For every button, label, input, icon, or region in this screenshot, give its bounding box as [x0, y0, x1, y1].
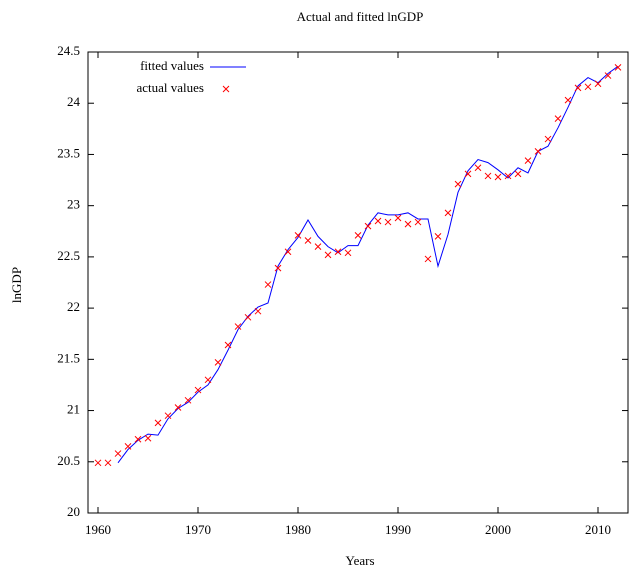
plot-frame [87, 51, 629, 514]
y-tick-label: 23.5 [57, 145, 80, 160]
actual-point [244, 313, 252, 321]
actual-point [124, 443, 132, 450]
actual-point [454, 180, 462, 188]
actual-point [564, 96, 572, 104]
x-tick-label: 2000 [485, 522, 511, 537]
actual-point [544, 135, 552, 143]
x-tick-label: 1990 [385, 522, 411, 537]
actual-point [614, 64, 622, 71]
actual-point [174, 404, 182, 411]
actual-point [604, 72, 612, 79]
actual-point [594, 80, 602, 88]
actual-point [474, 164, 482, 172]
x-tick-label: 1970 [185, 522, 211, 537]
actual-point [194, 386, 202, 394]
actual-point [164, 412, 172, 420]
x-axis-label: Years [345, 553, 374, 568]
actual-point [384, 218, 392, 226]
actual-point [554, 115, 562, 122]
y-axis-label: lnGDP [9, 267, 24, 303]
actual-point [334, 248, 342, 256]
actual-point [304, 237, 312, 244]
actual-point [264, 281, 272, 288]
y-tick-label: 23 [67, 197, 80, 212]
actual-point [184, 396, 192, 404]
actual-point [524, 157, 532, 164]
y-tick-label: 22 [67, 299, 80, 314]
actual-point [104, 459, 112, 467]
actual-point [494, 173, 502, 181]
actual-point [534, 148, 542, 155]
fitted-line [117, 65, 619, 464]
actual-point [254, 307, 262, 315]
actual-point [574, 84, 582, 92]
actual-point [114, 450, 122, 457]
actual-point [414, 218, 422, 226]
actual-point [284, 248, 292, 256]
legend-marker [222, 85, 230, 93]
x-tick-label: 1960 [85, 522, 111, 537]
actual-point [314, 243, 322, 250]
actual-point [374, 217, 382, 225]
y-tick-label: 22.5 [57, 248, 80, 263]
y-tick-label: 21 [67, 402, 80, 417]
actual-point [94, 459, 102, 467]
actual-point [504, 172, 512, 180]
actual-point [134, 435, 142, 443]
legend-label: actual values [137, 80, 205, 95]
actual-point [464, 170, 472, 178]
actual-point [234, 323, 242, 330]
actual-point [364, 222, 372, 230]
y-tick-label: 20.5 [57, 453, 80, 468]
actual-point [294, 232, 302, 239]
actual-point [434, 233, 442, 240]
actual-point [444, 209, 452, 217]
x-tick-label: 2010 [585, 522, 611, 537]
actual-point [274, 264, 282, 272]
actual-point [354, 232, 362, 239]
legend-label: fitted values [140, 58, 204, 73]
actual-point [204, 376, 212, 384]
y-tick-label: 24 [67, 94, 81, 109]
y-tick-label: 24.5 [57, 43, 80, 58]
actual-point [214, 359, 222, 366]
actual-point [484, 172, 492, 180]
actual-point [514, 170, 522, 178]
y-tick-label: 20 [67, 504, 80, 519]
x-tick-label: 1980 [285, 522, 311, 537]
actual-point [584, 83, 592, 91]
actual-point [224, 341, 232, 349]
actual-point [394, 214, 402, 222]
actual-point [404, 220, 412, 228]
actual-point [144, 434, 152, 442]
actual-point [154, 419, 162, 427]
y-tick-label: 21.5 [57, 350, 80, 365]
actual-point [344, 249, 352, 257]
chart-title: Actual and fitted lnGDP [297, 9, 424, 24]
actual-point [324, 251, 332, 259]
actual-point [424, 255, 432, 263]
